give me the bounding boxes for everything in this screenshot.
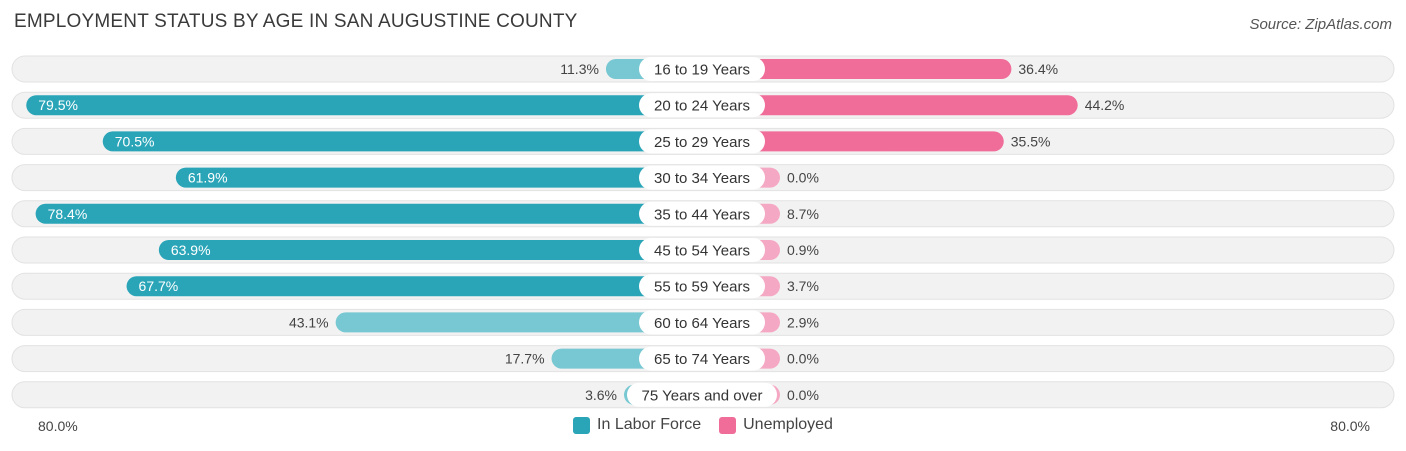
category-pill bbox=[639, 310, 765, 335]
bar-unemployed bbox=[702, 95, 1078, 116]
data-label-unemployed: 2.9% bbox=[787, 314, 819, 330]
data-label-labor: 63.9% bbox=[171, 242, 211, 258]
category-label: 60 to 64 Years bbox=[654, 315, 750, 332]
data-label-labor: 11.3% bbox=[560, 61, 599, 77]
data-label-labor: 70.5% bbox=[115, 133, 155, 149]
axis-label-left: 80.0% bbox=[38, 418, 78, 434]
category-pill bbox=[627, 382, 777, 407]
category-pill bbox=[639, 201, 765, 226]
category-pill bbox=[639, 57, 765, 81]
bar-labor-force bbox=[158, 240, 703, 260]
data-label-labor: 67.7% bbox=[139, 278, 179, 294]
data-label-labor: 61.9% bbox=[188, 170, 228, 186]
category-pill bbox=[639, 238, 765, 262]
category-label: 75 Years and over bbox=[642, 387, 763, 404]
bar-labor-force bbox=[335, 312, 702, 333]
data-label-unemployed: 3.7% bbox=[787, 278, 819, 294]
category-label: 25 to 29 Years bbox=[654, 134, 750, 151]
data-label-labor: 17.7% bbox=[505, 351, 545, 367]
diverging-bar-chart: 16 to 19 Years 11.3% 36.4% 20 to 24 Years 79… bbox=[11, 55, 1395, 409]
category-label: 20 to 24 Years bbox=[654, 98, 750, 115]
legend-item-labor: In Labor Force bbox=[573, 416, 701, 434]
legend: In Labor Force Unemployed bbox=[0, 416, 1406, 434]
category-label: 65 to 74 Years bbox=[654, 351, 750, 368]
data-label-labor: 79.5% bbox=[38, 97, 78, 113]
bar-unemployed bbox=[702, 59, 1012, 79]
data-label-unemployed: 36.4% bbox=[1018, 61, 1058, 77]
category-label: 16 to 19 Years bbox=[654, 62, 750, 79]
category-label: 45 to 54 Years bbox=[654, 243, 750, 260]
category-pill bbox=[639, 129, 765, 154]
data-label-unemployed: 35.5% bbox=[1011, 133, 1051, 149]
bar-labor-force bbox=[35, 203, 703, 224]
category-label: 55 to 59 Years bbox=[654, 279, 750, 296]
bar-labor-force bbox=[102, 131, 702, 152]
data-label-labor: 43.1% bbox=[289, 314, 329, 330]
category-pill bbox=[639, 346, 765, 371]
data-label-unemployed: 0.0% bbox=[787, 351, 819, 367]
chart-title: EMPLOYMENT STATUS BY AGE IN SAN AUGUSTIN… bbox=[14, 11, 578, 32]
category-pill bbox=[639, 93, 765, 118]
chart-source: Source: ZipAtlas.com bbox=[1249, 16, 1392, 33]
legend-item-unemployed: Unemployed bbox=[719, 416, 833, 434]
data-label-unemployed: 8.7% bbox=[787, 206, 819, 222]
category-label: 30 to 34 Years bbox=[654, 170, 750, 187]
data-label-unemployed: 0.0% bbox=[787, 387, 819, 403]
data-label-labor: 3.6% bbox=[585, 387, 617, 403]
category-pill bbox=[639, 274, 765, 299]
bar-labor-force bbox=[175, 167, 703, 188]
axis-label-right: 80.0% bbox=[1330, 418, 1370, 434]
data-label-unemployed: 0.9% bbox=[787, 242, 819, 258]
data-label-labor: 78.4% bbox=[48, 206, 88, 222]
bar-unemployed bbox=[702, 131, 1004, 152]
category-pill bbox=[639, 165, 765, 190]
legend-swatch-unemployed bbox=[719, 416, 737, 434]
bar-labor-force bbox=[126, 276, 703, 297]
data-label-unemployed: 0.0% bbox=[787, 170, 819, 186]
data-label-unemployed: 44.2% bbox=[1085, 97, 1125, 113]
bar-labor-force bbox=[26, 95, 702, 116]
legend-label-unemployed: Unemployed bbox=[743, 416, 833, 433]
legend-label-labor: In Labor Force bbox=[597, 416, 702, 433]
legend-swatch-labor bbox=[573, 416, 591, 434]
category-label: 35 to 44 Years bbox=[654, 206, 750, 223]
